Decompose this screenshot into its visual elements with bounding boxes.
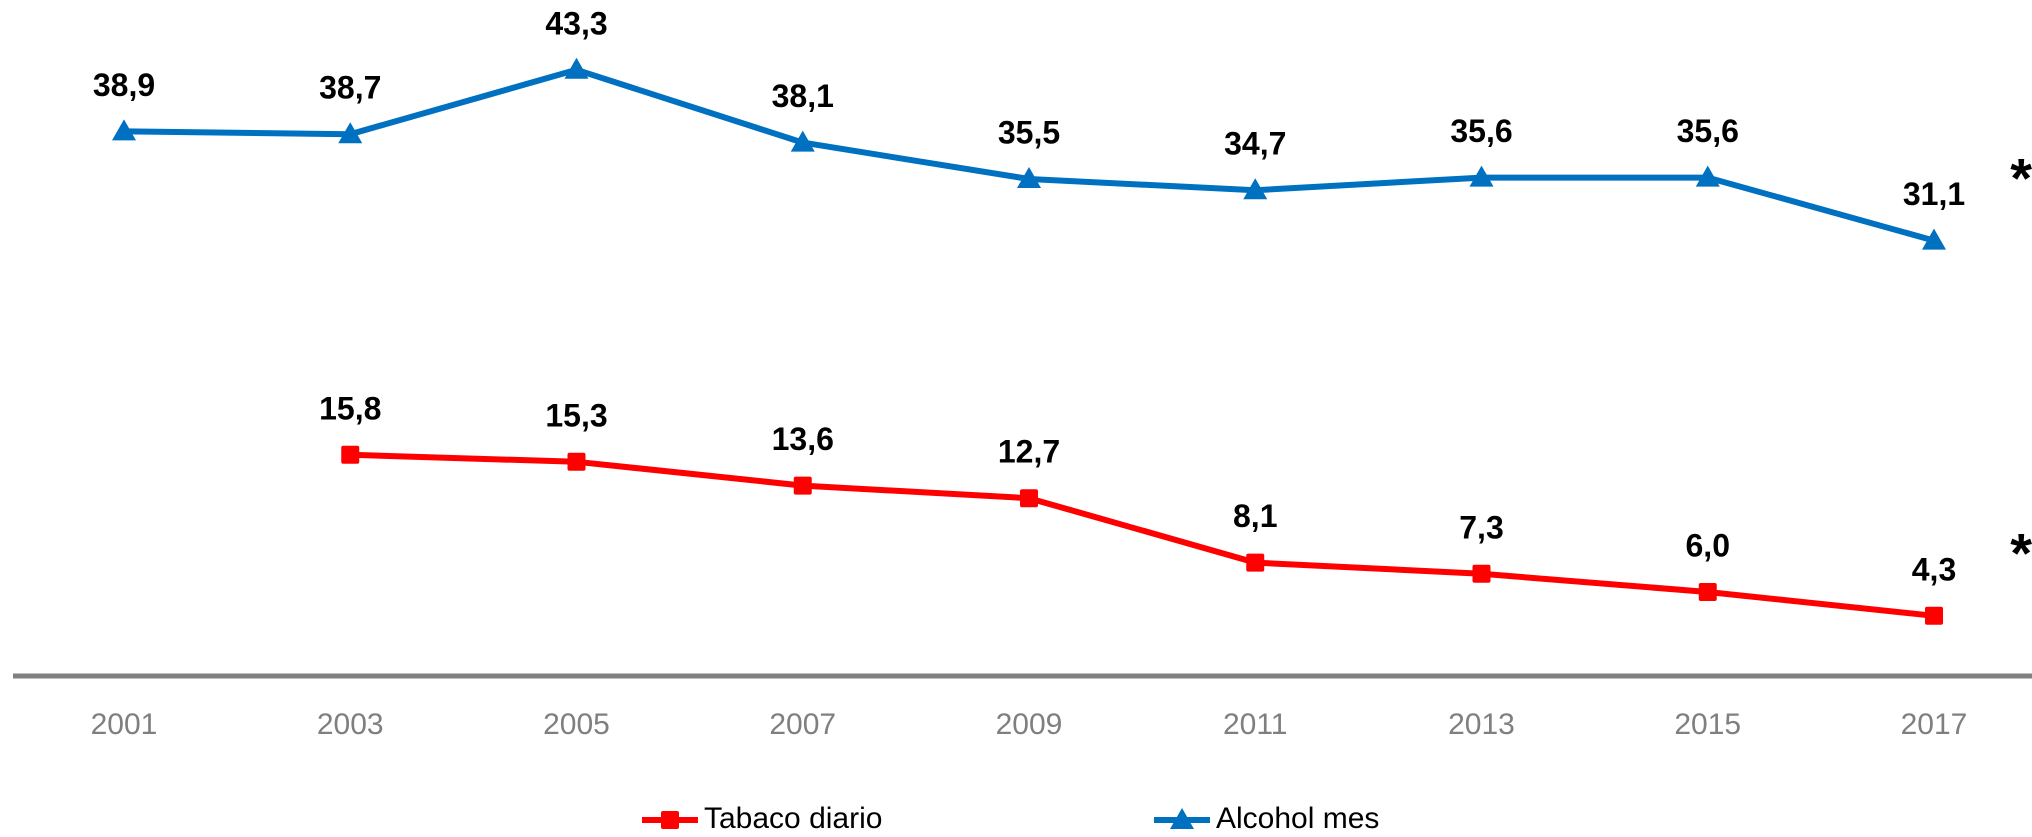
legend-label: Alcohol mes [1216,802,1379,835]
point-marker [564,57,589,79]
point-marker [790,130,815,152]
point-marker [341,445,360,464]
series-line [123,66,1935,244]
x-tick-label: 2003 [317,708,384,741]
point-marker [793,476,812,495]
annotation: * [2010,146,2032,209]
point-marker [1922,228,1946,250]
value-label: 38,1 [772,78,834,114]
legend-marker [1170,808,1194,829]
x-tick-label: 2005 [543,708,610,741]
point-marker [1017,167,1041,188]
point-marker [1695,165,1720,187]
legend-marker [661,811,679,829]
value-label: 43,3 [545,5,607,41]
value-label: 38,9 [93,67,155,103]
value-label: 15,8 [319,390,381,426]
x-tick-label: 2011 [1223,708,1288,741]
point-marker [1472,564,1491,583]
point-marker [338,122,363,144]
value-label: 35,6 [1450,113,1512,149]
point-marker [1925,606,1943,625]
value-label: 15,3 [545,397,607,433]
annotation: * [2010,522,2032,585]
value-label: 35,5 [998,114,1060,150]
value-label: 4,3 [1912,551,1956,587]
x-tick-label: 2013 [1448,708,1515,741]
value-label: 34,7 [1224,126,1286,162]
point-marker [1246,553,1265,572]
point-marker [1698,583,1717,601]
value-label: 38,7 [319,70,381,106]
x-tick-label: 2015 [1674,708,1741,741]
value-label: 35,6 [1677,113,1739,149]
x-tick-label: 2009 [996,708,1063,741]
value-label: 31,1 [1903,176,1965,212]
point-marker [1020,489,1038,508]
value-label: 8,1 [1233,498,1277,534]
x-tick-label: 2017 [1901,708,1968,741]
value-label: 6,0 [1686,527,1730,563]
x-tick-label: 2007 [769,708,836,741]
value-label: 7,3 [1459,509,1503,545]
x-tick-label: 2001 [91,708,158,741]
point-marker [567,452,586,471]
value-label: 12,7 [998,434,1060,470]
point-marker [112,119,136,141]
legend-label: Tabaco diario [704,802,882,835]
point-marker [1243,178,1268,200]
value-label: 13,6 [772,421,834,457]
series-line [350,451,1935,619]
point-marker [1469,165,1494,187]
